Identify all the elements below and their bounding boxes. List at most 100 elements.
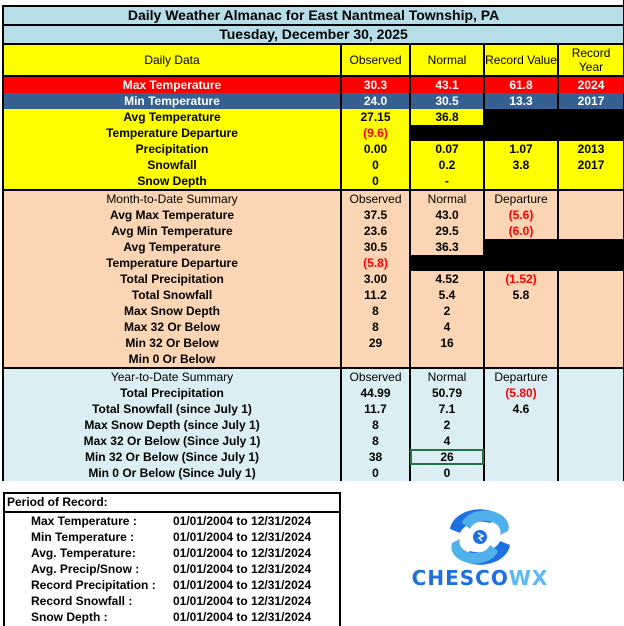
daily-record-year [556,109,624,125]
mtd-departure: (6.0) [483,223,559,239]
mtd-observed: 3.00 [340,271,411,287]
period-label: Avg. Temperature: [31,546,136,560]
daily-record-value: 3.8 [483,157,559,173]
mtd-row: Min 0 Or Below [2,351,624,368]
daily-observed: 27.15 [340,109,411,125]
mtd-observed: (5.8) [340,255,411,271]
period-row: Record Snowfall : 01/01/2004 to 12/31/202… [5,593,339,609]
daily-normal: 0.2 [409,157,485,173]
mtd-header-cell [556,189,624,207]
mtd-extra [556,351,624,368]
period-range: 01/01/2004 to 12/31/2024 [173,610,312,624]
period-label: Min Temperature : [31,530,135,544]
ytd-row: Min 0 Or Below (Since July 1) 0 0 [2,465,624,481]
mtd-label: Temperature Departure [2,255,342,271]
ytd-observed: 8 [340,433,411,449]
mtd-row: Temperature Departure (5.8) [2,255,624,271]
ytd-header-cell: Observed [340,367,411,385]
mtd-row: Total Precipitation 3.00 4.52 (1.52) [2,271,624,287]
daily-record-year: 2024 [556,75,624,93]
daily-label: Temperature Departure [2,125,342,141]
mtd-normal [409,255,485,271]
daily-record-year: 2017 [556,157,624,173]
ytd-departure: (5.80) [483,385,559,401]
daily-observed: 0.00 [340,141,411,157]
mtd-label: Min 0 Or Below [2,351,342,368]
mtd-header-cell: Month-to-Date Summary [2,189,342,207]
ytd-normal: 4 [409,433,485,449]
daily-row: Temperature Departure (9.6) [2,125,624,141]
mtd-row: Avg Min Temperature 23.6 29.5 (6.0) [2,223,624,239]
mtd-header-cell: Departure [483,189,559,207]
ytd-departure [483,449,559,465]
period-row: Snow Depth : 01/01/2004 to 12/31/2024 [5,609,339,625]
mtd-departure [483,335,559,351]
daily-row: Avg Temperature 27.15 36.8 [2,109,624,125]
mtd-label: Avg Min Temperature [2,223,342,239]
daily-record-value: 13.3 [483,93,559,109]
mtd-header-row: Month-to-Date Summary Observed Normal Depar… [2,189,624,207]
mtd-row: Avg Temperature 30.5 36.3 [2,239,624,255]
daily-record-year [556,125,624,141]
daily-observed: 30.3 [340,75,411,93]
mtd-extra [556,223,624,239]
period-range: 01/01/2004 to 12/31/2024 [173,578,312,592]
ytd-extra [556,433,624,449]
period-row: Avg. Temperature: 01/01/2004 to 12/31/202… [5,545,339,561]
mtd-row: Max Snow Depth 8 2 [2,303,624,319]
mtd-departure: (5.6) [483,207,559,223]
mtd-extra [556,255,624,271]
mtd-extra [556,287,624,303]
mtd-observed: 8 [340,319,411,335]
daily-row: Max Temperature 30.3 43.1 61.8 2024 [2,75,624,93]
mtd-departure [483,303,559,319]
ytd-normal[interactable]: 26 [409,449,485,465]
mtd-normal: 16 [409,335,485,351]
mtd-observed: 11.2 [340,287,411,303]
period-of-record-box: Period of Record: Max Temperature : 01/01… [3,492,341,626]
mtd-row: Max 32 Or Below 8 4 [2,319,624,335]
daily-header-row: Daily Data Observed Normal Record Value Reco… [2,43,624,76]
period-label: Avg. Precip/Snow : [31,562,140,576]
mtd-label: Total Precipitation [2,271,342,287]
ytd-row: Max 32 Or Below (Since July 1) 8 4 [2,433,624,449]
ytd-normal: 2 [409,417,485,433]
daily-record-value [483,125,559,141]
mtd-label: Avg Temperature [2,239,342,255]
mtd-observed: 29 [340,335,411,351]
ytd-label: Max 32 Or Below (Since July 1) [2,433,342,449]
ytd-label: Total Snowfall (since July 1) [2,401,342,417]
ytd-label: Min 32 Or Below (Since July 1) [2,449,342,465]
mtd-normal: 5.4 [409,287,485,303]
ytd-departure [483,433,559,449]
almanac-title: Daily Weather Almanac for East Nantmeal … [1,5,624,25]
daily-record-year [556,173,624,190]
ytd-header-cell [556,367,624,385]
mtd-departure [483,255,559,271]
mtd-row: Min 32 Or Below 29 16 [2,335,624,351]
swirl-storm-icon: CHESCOWX [412,509,547,590]
ytd-observed: 0 [340,465,411,481]
daily-record-value [483,109,559,125]
mtd-label: Max 32 Or Below [2,319,342,335]
period-row: Avg. Precip/Snow : 01/01/2004 to 12/31/20… [5,561,339,577]
mtd-extra [556,335,624,351]
ytd-departure: 4.6 [483,401,559,417]
period-row: Min Temperature : 01/01/2004 to 12/31/202… [5,529,339,545]
mtd-header-cell: Observed [340,189,411,207]
ytd-observed: 8 [340,417,411,433]
period-label: Max Temperature : [31,514,137,528]
mtd-departure [483,239,559,255]
mtd-label: Max Snow Depth [2,303,342,319]
daily-header-cell: Record Value [483,43,559,76]
ytd-observed: 11.7 [340,401,411,417]
ytd-label: Min 0 Or Below (Since July 1) [2,465,342,481]
ytd-extra [556,449,624,465]
ytd-observed: 44.99 [340,385,411,401]
period-range: 01/01/2004 to 12/31/2024 [173,530,312,544]
mtd-departure [483,351,559,368]
daily-normal: - [409,173,485,190]
daily-header-cell: Observed [340,43,411,76]
daily-label: Snow Depth [2,173,342,190]
daily-row: Min Temperature 24.0 30.5 13.3 2017 [2,93,624,109]
